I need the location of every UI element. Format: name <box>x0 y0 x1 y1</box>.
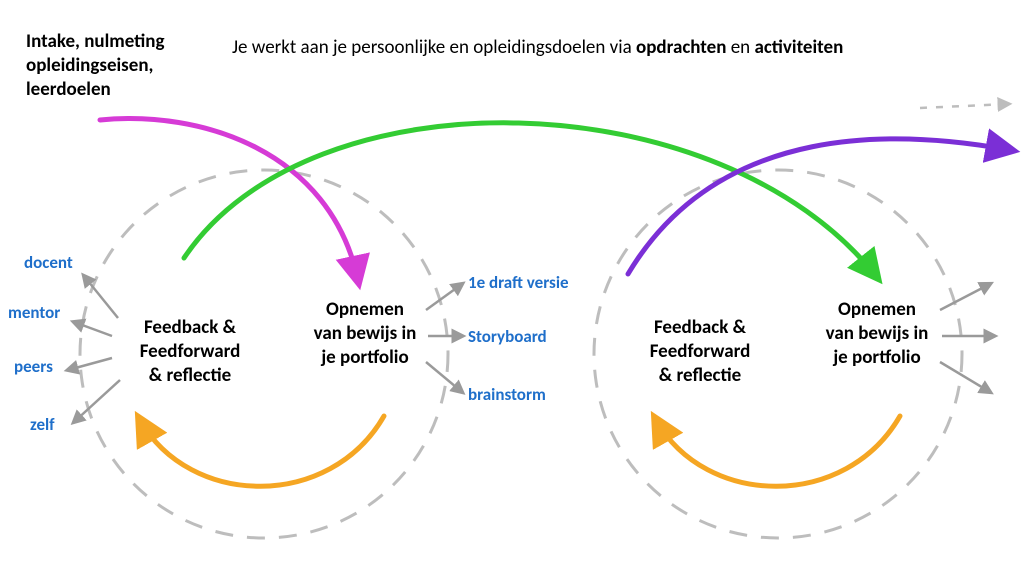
arrow-to-zelf <box>74 380 120 422</box>
intake-line1: Intake, nulmeting <box>26 30 165 53</box>
header-text: Je werkt aan je persoonlijke en opleidin… <box>232 36 843 60</box>
label-mentor: mentor <box>8 302 60 323</box>
arrow-orange-right <box>656 416 900 486</box>
node-feedback-right-l2: Feedforward <box>650 340 751 363</box>
arrow-green <box>184 123 876 276</box>
label-storyboard: Storyboard <box>468 326 547 347</box>
label-brainstorm: brainstorm <box>468 384 546 405</box>
diagram-canvas: Intake, nulmeting opleidingseisen, leerd… <box>0 0 1024 576</box>
node-portfolio-right-l1: Opnemen <box>838 298 916 321</box>
arrow-to-peers <box>68 358 112 370</box>
arrow-to-mentor <box>74 322 112 336</box>
arrow-magenta <box>100 119 358 280</box>
node-portfolio-left-l3: je portfolio <box>321 346 408 369</box>
label-zelf: zelf <box>30 414 55 435</box>
header-plain2: en <box>726 36 754 59</box>
node-portfolio-right-l3: je portfolio <box>833 346 920 369</box>
intake-line2: opleidingseisen, <box>26 54 153 77</box>
label-draft: 1e draft versie <box>468 272 569 293</box>
node-portfolio-left-l1: Opnemen <box>326 298 404 321</box>
node-portfolio-left: Opnemen van bewijs in je portfolio <box>290 298 440 369</box>
intake-line3: leerdoelen <box>26 78 111 101</box>
node-feedback-left-l1: Feedback & <box>144 316 236 339</box>
node-portfolio-right: Opnemen van bewijs in je portfolio <box>802 298 952 369</box>
arrow-purple <box>628 139 1010 274</box>
label-docent: docent <box>24 252 73 273</box>
header-bold1: opdrachten <box>636 36 726 59</box>
node-feedback-right: Feedback & Feedforward & reflectie <box>630 316 770 387</box>
node-portfolio-right-l2: van bewijs in <box>826 322 929 345</box>
header-plain1: Je werkt aan je persoonlijke en opleidin… <box>232 36 636 59</box>
label-peers: peers <box>14 356 53 377</box>
node-feedback-left-l3: & reflectie <box>149 364 231 387</box>
node-feedback-left: Feedback & Feedforward & reflectie <box>120 316 260 387</box>
node-feedback-left-l2: Feedforward <box>140 340 241 363</box>
node-portfolio-left-l2: van bewijs in <box>314 322 417 345</box>
arrow-to-docent <box>84 276 118 318</box>
trail-arrow-top <box>920 104 1008 108</box>
intake-text: Intake, nulmeting opleidingseisen, leerd… <box>26 30 165 101</box>
header-bold2: activiteiten <box>754 36 843 59</box>
node-feedback-right-l1: Feedback & <box>654 316 746 339</box>
node-feedback-right-l3: & reflectie <box>659 364 741 387</box>
arrow-orange-left <box>140 416 384 486</box>
